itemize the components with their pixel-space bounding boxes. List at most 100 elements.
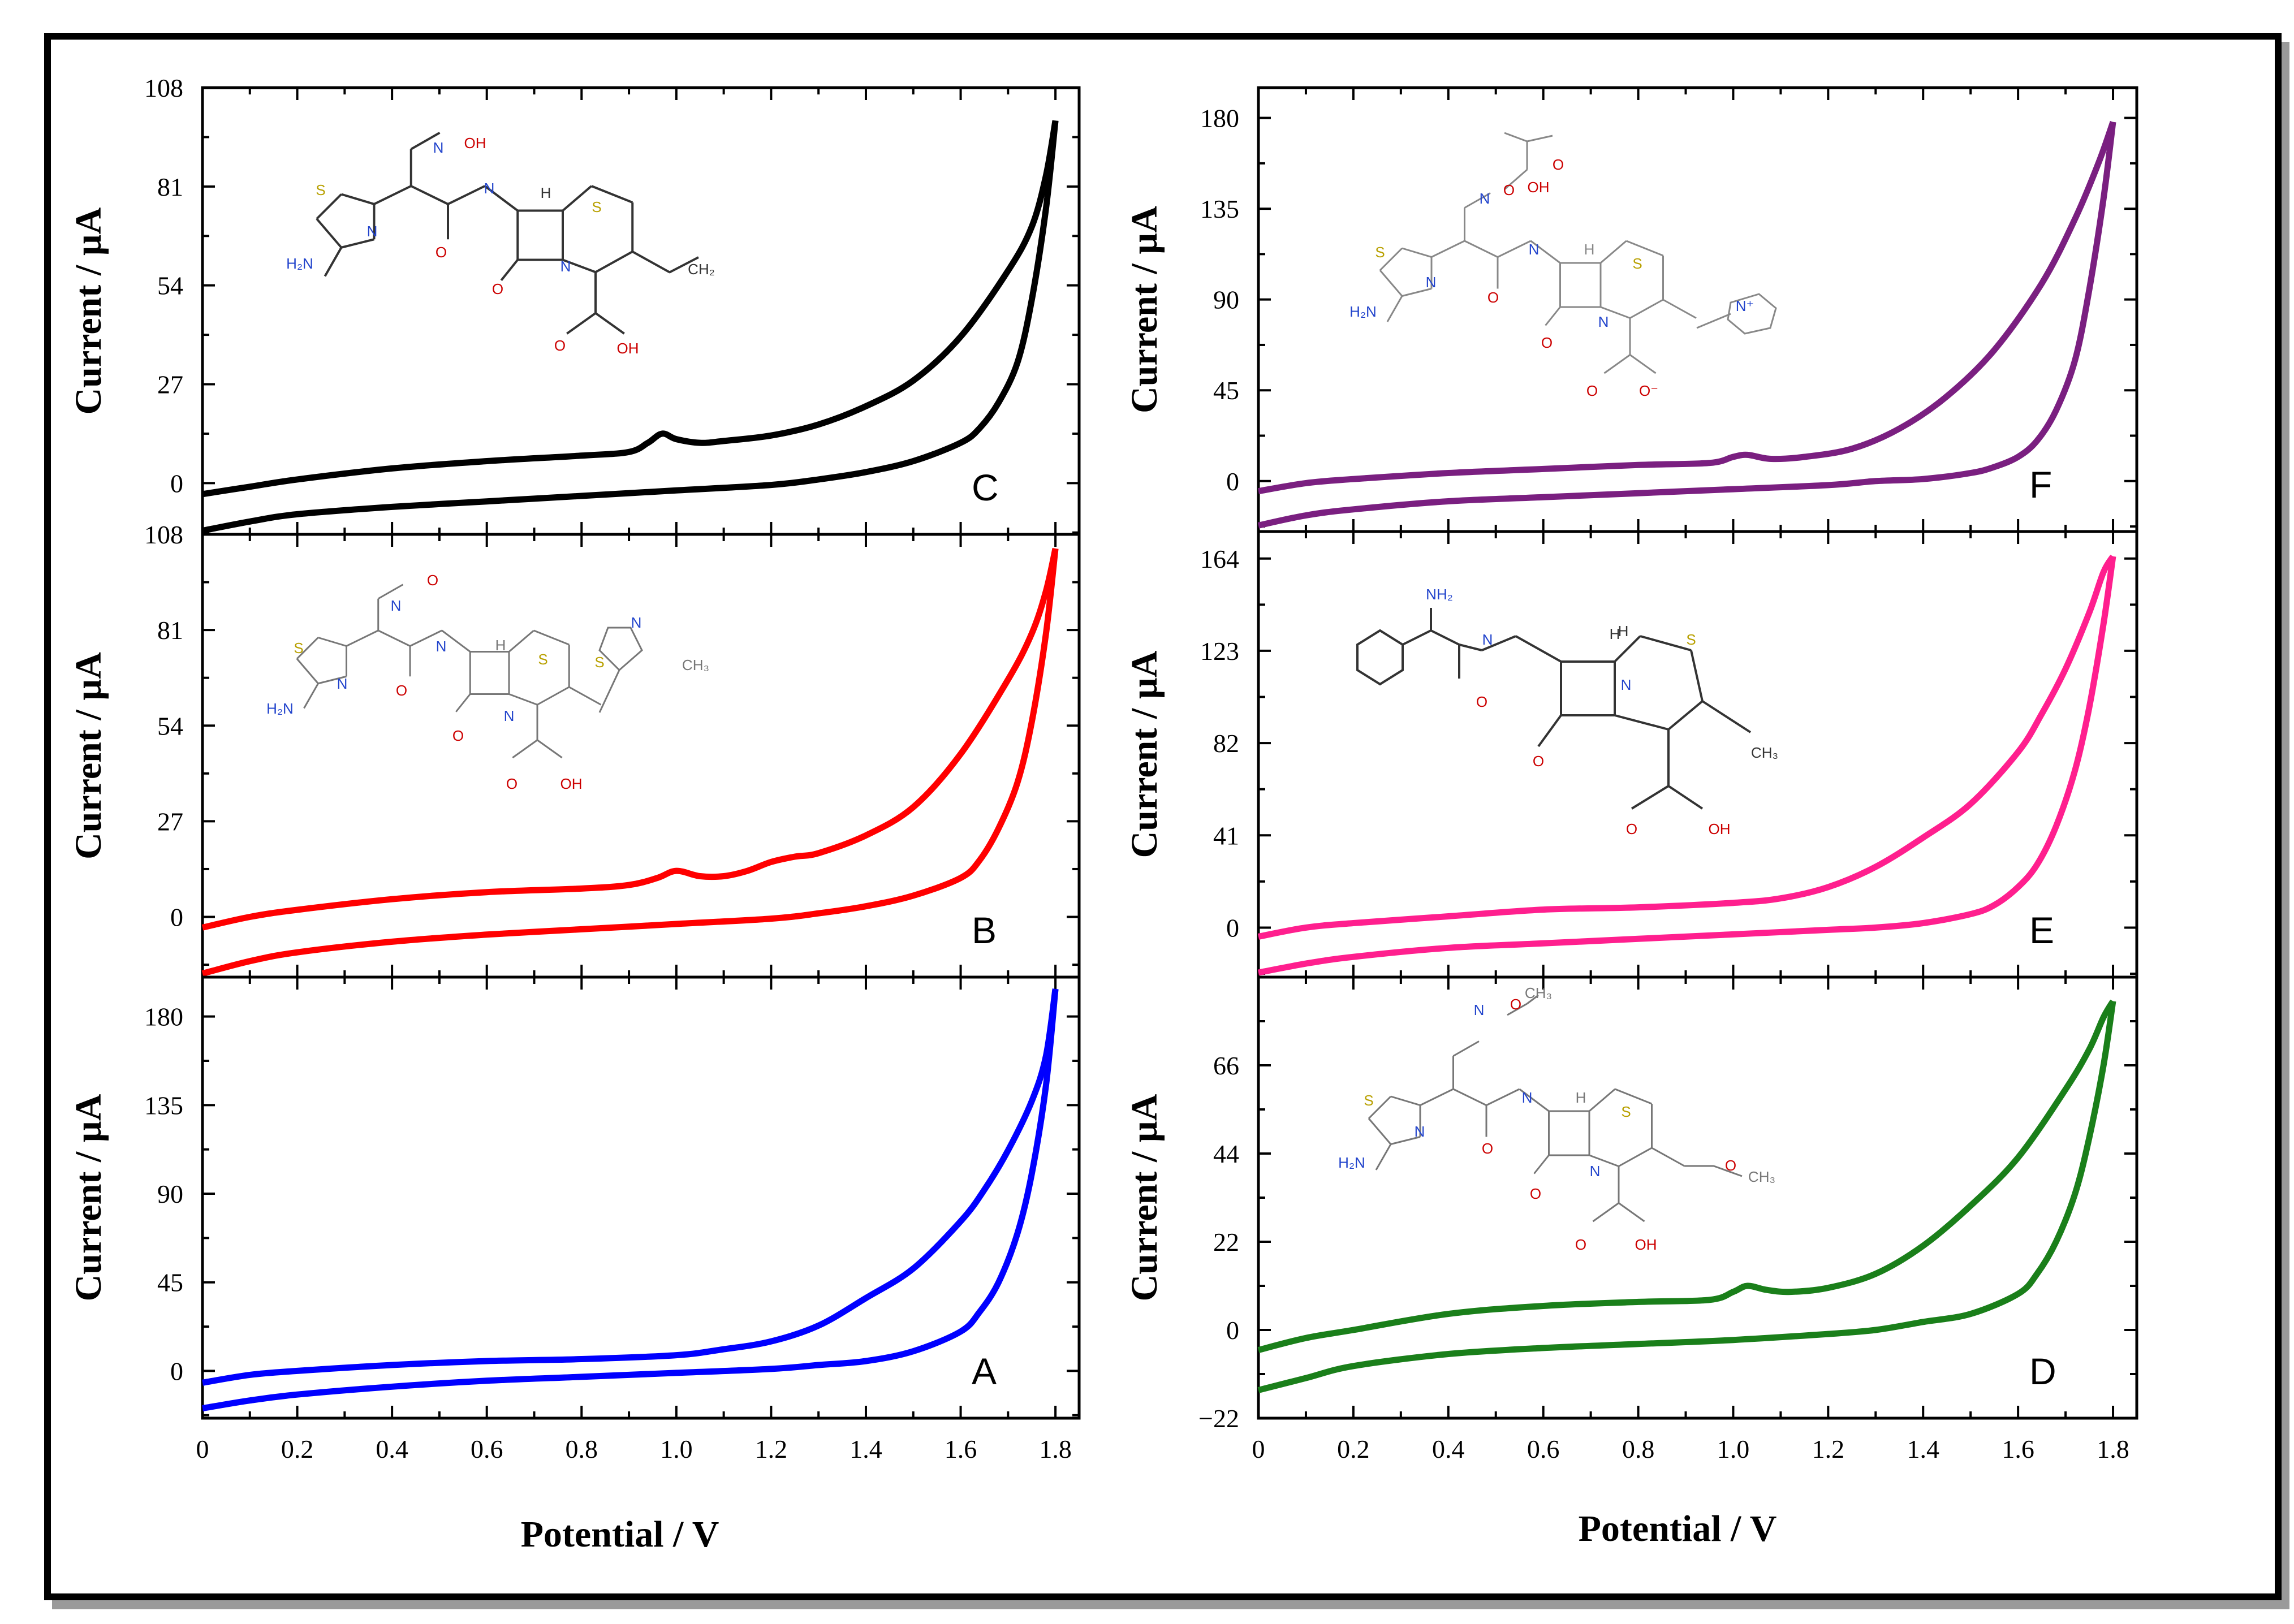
y-axis-title: Current / µA [68,652,109,859]
panel-A: 0 45 90 135 180 0 0.2 0.4 0.6 0.8 1.0 1.2 1.4 1.6 1.8 C… [68,975,1081,1463]
bond [373,185,412,205]
atom-label: N [436,638,447,655]
bond [1625,240,1664,257]
atom-label: O [427,572,438,589]
panel-C: 0 27 54 81 108 Current / µA C [68,74,1081,536]
bond [1504,169,1528,191]
bond [1497,240,1532,258]
bond [594,312,625,335]
y-tick-label: 54 [157,711,183,740]
x-tick-label: 1.0 [660,1435,693,1463]
bond [1618,1147,1653,1167]
x-tick-label: 1.4 [850,1435,882,1463]
y-tick-label: 82 [1213,729,1239,758]
bond [455,693,471,712]
bond [1533,1155,1550,1174]
x-axis-title-left: Potential / V [521,1514,719,1555]
y-tick-label: 90 [1213,286,1239,314]
bond [1507,1003,1528,1016]
atom-label: N [1480,190,1490,207]
y-tick-label: −22 [1198,1404,1239,1433]
bond [318,675,347,685]
y-tick-label: 180 [1200,104,1239,133]
panel-E: 0 41 82 123 164 Current / µA E [1124,530,2138,979]
atom-label: S [594,654,604,671]
bond [562,185,593,212]
atom-label: N⁺ [1736,297,1754,314]
y-tick-label: 45 [1213,376,1239,405]
bond [1631,785,1670,810]
x-tick-label: 0.4 [1432,1435,1465,1463]
atom-label: N [1482,631,1493,648]
y-tick-label: 27 [157,370,183,399]
bond [595,250,633,273]
x-tick-label: 1.8 [2097,1435,2129,1463]
bond [378,629,411,647]
atom-label: N [1426,274,1437,291]
atom-label: O [1586,382,1598,399]
bond [324,247,343,277]
panel-letter: C [972,467,999,508]
y-tick-label: 164 [1200,545,1239,573]
atom-label: H₂N [1338,1154,1365,1171]
bond [562,258,596,274]
atom-label: N [433,139,444,156]
bond [568,686,602,706]
bond [1701,700,1752,733]
pyridinium-ring [1727,293,1777,335]
atom-label: CH₃ [1525,984,1552,1001]
bond [340,193,375,205]
x-tick-label: 1.6 [2002,1435,2034,1463]
y-tick-label: 135 [144,1091,183,1120]
bond [1629,354,1657,374]
atom-label: S [316,182,325,198]
bond [1713,1165,1743,1177]
bond [1431,240,1465,258]
series-forward-sweep [1257,554,2116,940]
atom-label: H [1576,1089,1586,1106]
bond [1452,1088,1487,1106]
atom-label: N [1529,241,1540,258]
atom-label: H [1584,241,1595,258]
atom-label: CH₃ [1748,1168,1775,1185]
atom-label: N [1598,313,1609,330]
atom-label: OH [617,340,639,357]
atom-label: O [1482,1140,1493,1157]
bond [441,629,471,653]
plot-frame [1257,530,2138,979]
bond [296,637,319,660]
atom-label: S [1364,1092,1373,1109]
bond [1527,135,1553,142]
bond [1629,299,1664,319]
bond [318,637,347,647]
series-forward-sweep [1257,999,2116,1353]
bond [1420,1088,1454,1106]
atom-label: O [1533,753,1544,770]
bond [1667,785,1704,810]
bond [591,185,633,204]
atom-label: O [492,280,503,297]
panel-D: −22 0 22 44 66 0 0.2 0.4 0.6 0.8 1.0 1.2 1.4 1.6 1.8 Cu… [1124,975,2138,1463]
bond [1537,714,1562,748]
atom-label: H [1618,623,1629,640]
bond [296,658,319,684]
y-tick-label: 81 [157,616,183,645]
panel-F: 0 45 90 135 180 Current / µA F [1124,86,2138,533]
bond [378,584,404,600]
bond [1589,1088,1616,1112]
y-tick-label: 27 [157,807,183,836]
x-tick-label: 0.4 [376,1435,408,1463]
bond [1402,247,1432,258]
bond [1690,650,1704,702]
x-tick-label: 0.6 [1527,1435,1560,1463]
bond [1614,635,1641,663]
x-tick-label: 0.8 [566,1435,598,1463]
bond [500,259,519,281]
y-tick-label: 0 [170,1357,183,1385]
bond [1368,1118,1392,1145]
bond [1618,1202,1645,1223]
x-tick-label: 0.2 [281,1435,314,1463]
x-tick-label: 0.2 [1337,1435,1370,1463]
bond [410,132,441,150]
y-tick-label: 123 [1200,637,1239,666]
